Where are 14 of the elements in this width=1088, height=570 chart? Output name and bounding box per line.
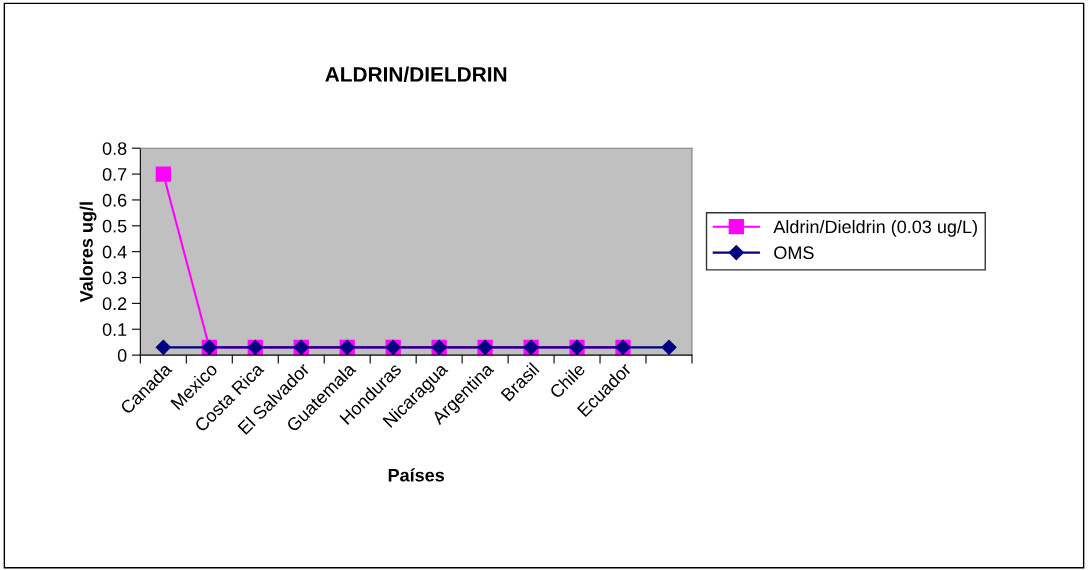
y-tick-label: 0.4 (102, 245, 127, 259)
x-axis-title: Países (388, 468, 445, 482)
y-tick-label: 0.1 (102, 323, 127, 336)
legend-label: OMS (774, 246, 814, 260)
y-axis-title: Valores ug/l (79, 202, 97, 303)
chart-title: ALDRIN/DIELDRIN (325, 66, 507, 82)
y-tick-label: 0.7 (102, 168, 127, 181)
y-tick-label: 0 (117, 349, 127, 362)
y-tick-label: 0.2 (102, 297, 127, 311)
legend-label: Aldrin/Dieldrin (0.03 ug/L) (773, 219, 977, 237)
y-tick-label: 0.6 (102, 193, 127, 207)
y-tick-label: 0.5 (102, 219, 127, 233)
y-tick-label: 0.3 (102, 271, 127, 285)
y-tick-label: 0.8 (102, 142, 127, 155)
